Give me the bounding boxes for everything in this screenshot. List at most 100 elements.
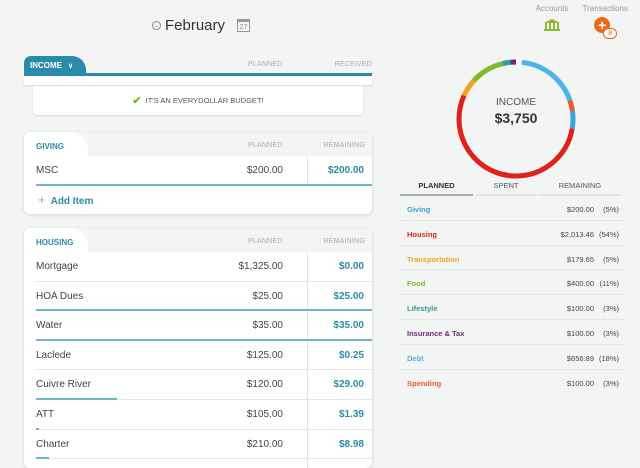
item-name[interactable]: Cuivre River bbox=[36, 379, 92, 391]
category-percent: (11%) bbox=[599, 279, 619, 289]
item-planned[interactable]: $25.00 bbox=[252, 290, 283, 302]
budget-item-row[interactable]: Charter $210.00 $8.98 bbox=[36, 430, 372, 460]
transactions-label: Transactions bbox=[582, 4, 629, 13]
progress-bar bbox=[36, 309, 372, 312]
budget-item-row[interactable]: HOA Dues $25.00 $25.00 bbox=[36, 282, 372, 312]
category-row[interactable]: Housing $2,013.46 (54%) bbox=[400, 221, 625, 246]
item-remaining: $0.25 bbox=[338, 349, 364, 361]
item-planned[interactable]: $125.00 bbox=[246, 349, 283, 361]
category-amount: $2,013.46 bbox=[560, 229, 594, 239]
item-planned[interactable]: $210.00 bbox=[246, 438, 283, 450]
giving-section: GIVING PLANNED REMAINING MSC $200.00 $20… bbox=[24, 132, 372, 214]
category-row[interactable]: Spending $100.00 (3%) bbox=[400, 370, 625, 395]
month-selector[interactable]: ⌄ February 27 bbox=[152, 17, 251, 34]
category-name: Lifestyle bbox=[407, 304, 438, 314]
category-row[interactable]: Food $400.00 (11%) bbox=[400, 270, 625, 296]
category-row[interactable]: Insurance & Tax $100.00 (3%) bbox=[400, 320, 625, 345]
income-tab[interactable]: INCOME ∨ bbox=[24, 56, 86, 75]
top-nav: Accounts Transactions + 8 bbox=[536, 4, 628, 41]
budget-item-row[interactable]: Laclede $125.00 $0.25 bbox=[36, 341, 372, 371]
tab-planned[interactable]: PLANNED bbox=[400, 177, 473, 196]
add-item-label: Add Item bbox=[50, 195, 94, 207]
item-name[interactable]: ATT bbox=[36, 408, 55, 420]
category-name: Spending bbox=[407, 378, 442, 388]
item-name[interactable]: MSC bbox=[36, 165, 59, 176]
item-planned[interactable]: $120.00 bbox=[246, 379, 283, 391]
giving-col-planned: PLANNED bbox=[248, 142, 283, 149]
budget-status-text: IT'S AN EVERYDOLLAR BUDGET! bbox=[145, 96, 264, 105]
budget-item-row[interactable]: ATT $105.00 $1.39 bbox=[36, 400, 372, 430]
item-remaining: $29.00 bbox=[333, 379, 364, 391]
housing-title[interactable]: HOUSING bbox=[24, 228, 88, 252]
income-total-amount: $3,750 bbox=[494, 110, 538, 126]
column-divider bbox=[307, 156, 308, 186]
chevron-down-icon: ∨ bbox=[68, 63, 74, 70]
budget-item-row[interactable]: Water $35.00 $35.00 bbox=[36, 311, 372, 341]
income-col-planned: PLANNED bbox=[248, 61, 283, 68]
progress-bar bbox=[36, 183, 372, 186]
category-percent: (3%) bbox=[603, 304, 619, 314]
item-name[interactable]: Laclede bbox=[36, 349, 72, 361]
housing-col-remaining: REMAINING bbox=[323, 238, 365, 245]
check-icon: ✔ bbox=[132, 95, 142, 107]
category-amount: $656.89 bbox=[566, 353, 594, 363]
bank-icon bbox=[544, 19, 561, 31]
plus-icon: + bbox=[38, 191, 46, 207]
month-title: February bbox=[165, 17, 226, 34]
budget-item-row[interactable]: Mortgage $1,325.00 $0.00 bbox=[36, 252, 372, 282]
category-percent: (18%) bbox=[598, 353, 619, 363]
giving-col-remaining: REMAINING bbox=[323, 142, 365, 149]
item-name[interactable]: Water bbox=[36, 320, 63, 332]
item-planned[interactable]: $35.00 bbox=[252, 320, 283, 332]
giving-title[interactable]: GIVING bbox=[24, 132, 88, 156]
chevron-down-icon[interactable]: ⌄ bbox=[152, 21, 161, 30]
tab-remaining[interactable]: REMAINING bbox=[539, 177, 621, 196]
budget-item-row[interactable]: MSC $200.00 $200.00 bbox=[36, 156, 372, 186]
progress-bar bbox=[36, 338, 372, 341]
accounts-label: Accounts bbox=[535, 4, 569, 13]
category-row[interactable]: Giving $200.00 (5%) bbox=[400, 196, 625, 221]
progress-bar bbox=[36, 427, 40, 430]
category-row[interactable]: Transportation $179.65 (5%) bbox=[400, 246, 625, 271]
category-amount: $100.00 bbox=[566, 304, 594, 314]
income-header: INCOME ∨ PLANNED RECEIVED bbox=[24, 56, 372, 76]
category-amount: $100.00 bbox=[566, 328, 594, 338]
income-divider bbox=[24, 73, 372, 76]
item-name[interactable]: HOA Dues bbox=[36, 290, 84, 302]
item-remaining: $35.00 bbox=[333, 320, 364, 332]
income-donut-chart bbox=[456, 59, 576, 179]
calendar-icon[interactable]: 27 bbox=[237, 19, 251, 32]
transactions-button[interactable]: Transactions + 8 bbox=[582, 4, 629, 41]
category-name: Housing bbox=[407, 229, 437, 239]
add-item-button[interactable]: + Add Item bbox=[24, 186, 372, 214]
item-name[interactable]: Mortgage bbox=[36, 261, 79, 272]
housing-col-planned: PLANNED bbox=[248, 238, 283, 245]
item-remaining: $0.00 bbox=[338, 261, 364, 272]
income-total: INCOME $3,750 bbox=[455, 97, 577, 126]
item-name[interactable]: Charter bbox=[36, 438, 70, 450]
progress-bar bbox=[36, 397, 117, 400]
item-planned[interactable]: $105.00 bbox=[246, 408, 283, 420]
transactions-count-badge: 8 bbox=[603, 28, 618, 39]
tab-spent[interactable]: SPENT bbox=[475, 177, 537, 196]
category-amount: $100.00 bbox=[566, 378, 594, 388]
income-tab-label: INCOME bbox=[30, 61, 62, 70]
income-body bbox=[24, 76, 372, 85]
item-remaining: $25.00 bbox=[333, 290, 364, 302]
item-planned[interactable]: $200.00 bbox=[246, 165, 283, 176]
item-planned[interactable]: $1,325.00 bbox=[238, 261, 284, 272]
accounts-button[interactable]: Accounts bbox=[536, 4, 569, 41]
category-name: Food bbox=[407, 279, 426, 289]
housing-section: HOUSING PLANNED REMAINING Mortgage $1,32… bbox=[24, 228, 372, 468]
category-amount: $400.00 bbox=[566, 279, 594, 289]
category-row[interactable]: Debt $656.89 (18%) bbox=[400, 345, 625, 370]
category-breakdown: PLANNED SPENT REMAINING Giving $200.00 (… bbox=[400, 177, 625, 394]
item-remaining: $200.00 bbox=[327, 165, 364, 176]
item-remaining: $8.98 bbox=[338, 438, 364, 450]
category-name: Debt bbox=[407, 353, 424, 363]
breakdown-tabs: PLANNED SPENT REMAINING bbox=[400, 177, 625, 196]
budget-item-row[interactable]: Cuivre River $120.00 $29.00 bbox=[36, 370, 372, 400]
category-name: Insurance & Tax bbox=[407, 328, 465, 338]
category-row[interactable]: Lifestyle $100.00 (3%) bbox=[400, 295, 625, 320]
category-percent: (3%) bbox=[603, 328, 619, 338]
